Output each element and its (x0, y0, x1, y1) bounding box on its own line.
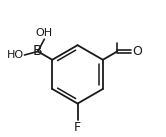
Text: B: B (33, 44, 43, 58)
Text: F: F (74, 121, 81, 134)
Text: O: O (132, 45, 142, 58)
Text: HO: HO (7, 50, 24, 60)
Text: OH: OH (36, 28, 53, 38)
